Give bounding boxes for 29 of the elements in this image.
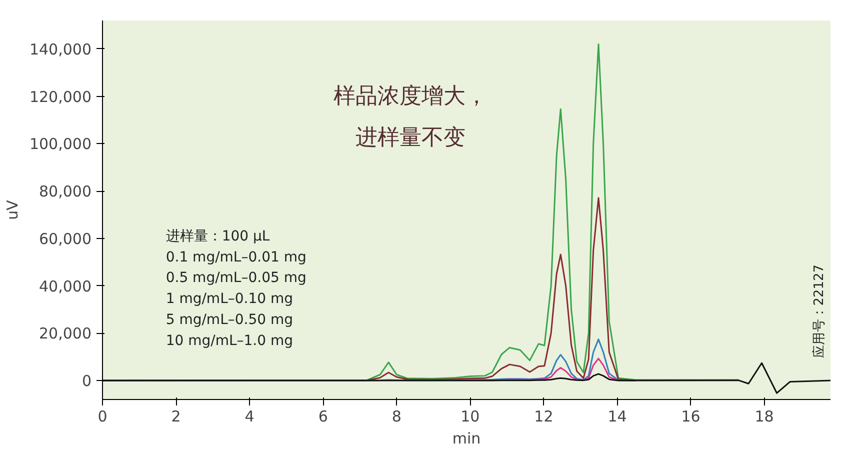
annotation: 10 mg/mL–1.0 mg [166,332,294,349]
x-tick-label: 0 [98,408,108,426]
x-tick-label: 8 [392,408,402,426]
annotation: 样品浓度增大，进样量不变 [333,84,488,150]
y-tick-label: 120,000 [29,88,92,106]
annotation: 应用号：22127 [811,264,828,358]
x-tick-label: 18 [754,408,774,426]
x-tick-label: 2 [171,408,181,426]
annotation: 进样量：100 µL [166,228,270,245]
annotation: 1 mg/mL–0.10 mg [166,291,294,308]
y-tick-label: 40,000 [39,277,92,296]
x-tick-label: 14 [608,408,627,426]
line-series [102,362,830,394]
x-tick-label: 16 [681,408,700,426]
x-tick-label: 12 [534,408,554,426]
y-tick-label: 80,000 [39,182,92,201]
y-tick-label: 60,000 [39,230,92,248]
y-axis-title: uV [3,199,22,220]
annotation: 0.5 mg/mL–0.05 mg [166,270,306,286]
y-tick-label: 140,000 [29,40,92,58]
y-tick-label: 20,000 [39,324,92,343]
x-tick-label: 6 [318,408,328,426]
annotation: 5 mg/mL–0.50 mg [166,312,294,328]
x-axis-title: min [452,430,481,448]
y-tick-label: 0 [82,372,92,390]
y-tick-label: 100,000 [29,135,92,154]
annotation: 0.1 mg/mL–0.01 mg [166,249,306,266]
x-tick-label: 4 [244,408,254,426]
x-tick-label: 10 [460,408,480,426]
